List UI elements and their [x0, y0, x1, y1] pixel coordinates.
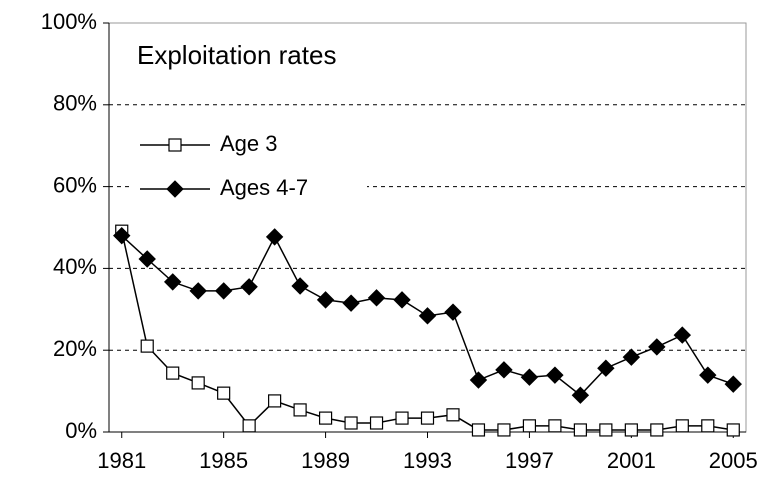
y-tick-label: 100%: [41, 9, 97, 34]
legend-label: Age 3: [220, 131, 278, 156]
data-point: [214, 282, 233, 300]
data-point: [268, 394, 282, 408]
data-point: [546, 366, 564, 384]
data-point: [316, 291, 335, 309]
data-point: [548, 419, 562, 433]
data-point: [418, 307, 437, 325]
y-tick-label: 20%: [53, 336, 97, 361]
data-point: [726, 423, 740, 437]
data-point: [395, 411, 409, 425]
data-point: [673, 326, 692, 344]
y-tick-label: 40%: [53, 254, 97, 279]
data-point: [573, 423, 587, 437]
data-point: [650, 423, 664, 437]
data-point: [599, 423, 613, 437]
data-point: [520, 368, 539, 386]
data-point: [444, 303, 462, 321]
data-point: [140, 339, 154, 353]
data-point: [240, 278, 258, 296]
data-point: [393, 291, 411, 309]
data-point: [495, 361, 513, 379]
data-point: [597, 359, 615, 377]
y-tick-label: 0%: [65, 418, 97, 443]
data-point: [318, 411, 333, 425]
x-tick-label: 2001: [607, 448, 656, 473]
y-tick-label: 60%: [53, 172, 97, 197]
data-point: [471, 423, 486, 437]
legend-marker: [168, 138, 182, 152]
x-tick-label: 1997: [505, 448, 554, 473]
x-tick-label: 1993: [403, 448, 452, 473]
data-point: [191, 376, 205, 390]
x-tick-label: 1981: [97, 448, 146, 473]
data-point: [166, 366, 180, 380]
data-point: [189, 282, 207, 300]
data-point: [469, 371, 488, 389]
data-point: [293, 403, 307, 417]
legend-label: Ages 4-7: [220, 175, 308, 200]
series-line: [121, 231, 734, 431]
data-point: [724, 375, 742, 393]
data-point: [675, 419, 689, 433]
data-point: [344, 416, 358, 430]
data-point: [622, 348, 641, 366]
data-point: [367, 289, 386, 307]
data-point: [699, 366, 717, 384]
data-point: [446, 408, 460, 422]
data-point: [138, 250, 156, 268]
legend-marker: [166, 180, 184, 198]
x-tick-label: 1989: [301, 448, 350, 473]
y-tick-label: 80%: [53, 91, 97, 116]
data-point: [291, 277, 309, 295]
data-point: [420, 411, 435, 425]
annotation: Exploitation rates: [137, 40, 336, 70]
data-point: [242, 419, 256, 433]
data-point: [497, 423, 511, 437]
data-point: [571, 386, 590, 404]
data-point: [701, 419, 715, 433]
data-point: [163, 273, 182, 291]
data-point: [522, 419, 537, 433]
x-tick-label: 2005: [709, 448, 758, 473]
data-point: [217, 386, 231, 400]
data-point: [648, 338, 666, 356]
data-point: [624, 423, 638, 437]
data-point: [369, 416, 384, 430]
data-point: [342, 294, 360, 312]
data-point: [265, 228, 284, 246]
x-tick-label: 1985: [199, 448, 248, 473]
plot-area: [108, 22, 747, 433]
data-point: [113, 226, 131, 245]
